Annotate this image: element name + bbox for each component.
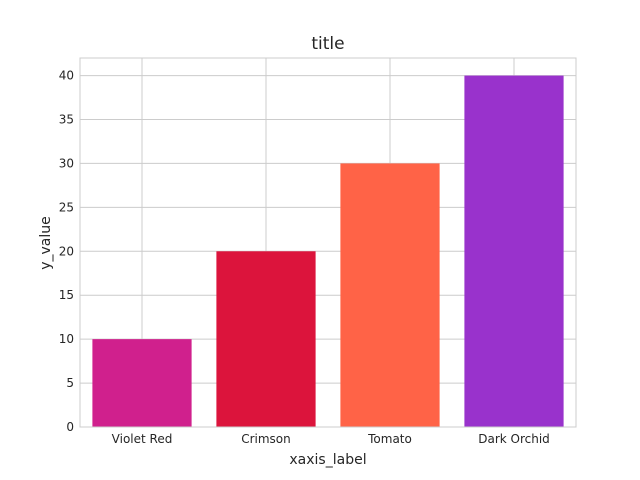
bar-dark-orchid <box>464 75 564 428</box>
plot-frame <box>79 57 577 428</box>
y-tick-label: 35 <box>59 113 74 127</box>
bar-violet-red <box>92 339 192 427</box>
y-tick-label: 30 <box>59 156 74 170</box>
x-tick-label: Dark Orchid <box>478 432 550 446</box>
x-tick-labels: Violet Red Crimson Tomato Dark Orchid <box>112 432 550 446</box>
x-tick-label: Crimson <box>241 432 291 446</box>
y-axis-label: y_value <box>38 216 54 270</box>
bars <box>92 75 564 428</box>
bar-crimson <box>216 251 316 427</box>
y-tick-label: 40 <box>59 69 74 83</box>
x-tick-label: Tomato <box>367 432 412 446</box>
y-tick-label: 5 <box>66 376 74 390</box>
y-tick-label: 25 <box>59 200 74 214</box>
chart-title: title <box>311 34 344 54</box>
x-tick-label: Violet Red <box>112 432 173 446</box>
bar-tomato <box>340 163 440 427</box>
y-tick-label: 10 <box>59 332 74 346</box>
y-tick-label: 20 <box>59 244 74 258</box>
y-tick-label: 0 <box>66 420 74 434</box>
x-axis-label: xaxis_label <box>289 452 366 468</box>
y-tick-labels: 0 5 10 15 20 25 30 35 40 <box>59 69 74 434</box>
y-tick-label: 15 <box>59 288 74 302</box>
